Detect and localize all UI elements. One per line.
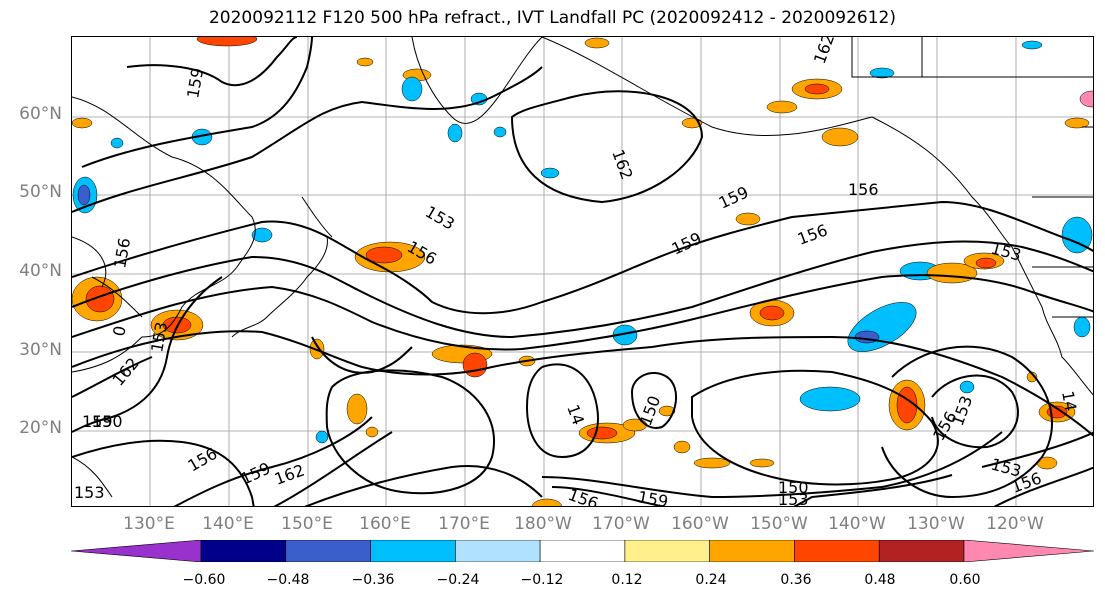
colorbar-segment (709, 540, 795, 562)
contour-label: 156 (110, 236, 134, 269)
lat-label-40n: 40°N (19, 261, 62, 281)
contour-label: 150 (636, 393, 664, 428)
contour-label: 162 (810, 37, 838, 66)
contour-label: 14 (563, 402, 588, 428)
contour-label: 156 (848, 180, 879, 199)
contour-label: 153 (422, 202, 458, 234)
contour-label: 156 (566, 485, 601, 507)
contour-label: 153 (74, 483, 105, 502)
lon-label-140e: 140°E (202, 514, 254, 534)
lon-label-130e: 130°E (123, 514, 175, 534)
contour-label: 159 (238, 458, 274, 488)
colorbar-segment (455, 540, 541, 562)
contour-label: 0 (109, 324, 129, 337)
colorbar-segment (624, 540, 710, 562)
contour-label: 159 (636, 487, 669, 507)
colorbar-extend-high (963, 540, 1094, 562)
colorbar-segment (200, 540, 287, 562)
colorbar-tick: −0.24 (436, 572, 480, 588)
colorbar-tick: −0.12 (520, 572, 564, 588)
colorbar-tick: −0.48 (266, 572, 310, 588)
colorbar-tick: −0.36 (351, 572, 395, 588)
map-panel: 159 162 153 156 159 159 156 156 153 162 … (71, 36, 1094, 507)
colorbar-tick: −0.60 (182, 572, 226, 588)
contour-label: 14 (1058, 389, 1080, 412)
contour-label: 153 (778, 490, 809, 507)
colorbar-segment (370, 540, 456, 562)
contour-label: 150 (92, 412, 123, 431)
contour-label: 150 (778, 478, 809, 497)
lon-label-150w: 150°W (750, 514, 808, 534)
lon-label-170w: 170°W (592, 514, 650, 534)
figure-title: 2020092112 F120 500 hPa refract., IVT La… (208, 8, 896, 28)
colorbar-extend-low (71, 540, 202, 562)
contour-label: 156 (795, 220, 830, 248)
lat-label-60n: 60°N (19, 104, 62, 124)
colorbar-tick: 0.12 (611, 572, 643, 588)
contour-label: 153 (147, 320, 171, 353)
lon-label-150e: 150°E (281, 514, 333, 534)
colorbar-tick: 0.36 (780, 572, 812, 588)
colorbar-tick: 0.48 (864, 572, 896, 588)
lon-label-170e: 170°E (438, 514, 490, 534)
lon-label-130w: 130°W (907, 514, 965, 534)
lon-label-160w: 160°W (671, 514, 729, 534)
colorbar-tick: 0.60 (949, 572, 981, 588)
height-contours (72, 37, 1093, 506)
colorbar (71, 540, 1094, 562)
colorbar-segment (539, 540, 626, 562)
lon-label-140w: 140°W (828, 514, 886, 534)
contour-label: 162 (109, 354, 143, 390)
coastlines (72, 37, 1093, 498)
contour-label: 156 (185, 444, 221, 476)
lon-label-160e: 160°E (359, 514, 411, 534)
contour-label: 159 (669, 228, 705, 258)
lat-label-50n: 50°N (19, 182, 62, 202)
contour-label: 162 (608, 147, 636, 182)
contour-label: 159 (82, 412, 113, 431)
colorbar-segment (794, 540, 880, 562)
colorbar-segment (878, 540, 965, 562)
lat-label-20n: 20°N (19, 418, 62, 438)
contour-label: 159 (716, 182, 752, 212)
lat-label-30n: 30°N (19, 340, 62, 360)
lon-label-120w: 120°W (986, 514, 1044, 534)
lon-label-180w: 180°W (514, 514, 572, 534)
colorbar-tick: 0.24 (695, 572, 727, 588)
contour-label: 159 (183, 66, 207, 99)
colorbar-segment (285, 540, 371, 562)
